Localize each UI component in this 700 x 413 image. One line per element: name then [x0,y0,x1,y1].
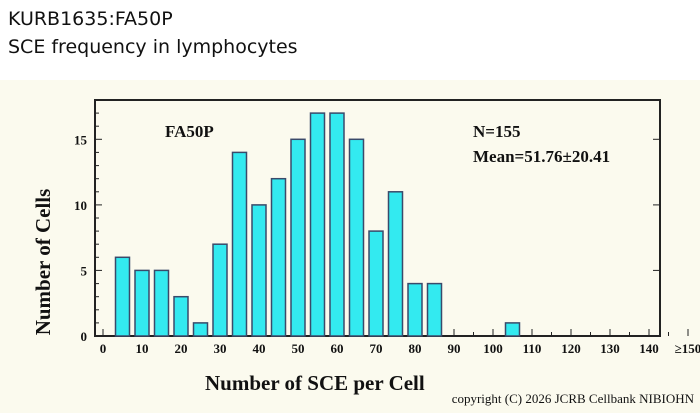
y-tick-label: 5 [81,263,88,278]
histogram-bar [309,112,326,337]
y-tick-label: 15 [74,132,88,147]
histogram-bars [114,112,521,337]
x-tick-label: 50 [292,341,305,356]
histogram-bar [173,295,189,337]
x-tick-label: 10 [136,341,149,356]
page-subtitle: SCE frequency in lymphocytes [8,36,298,58]
mean-label: Mean=51.76±20.41 [473,147,610,166]
x-tick-label: 120 [561,341,581,356]
histogram-bar [153,269,170,337]
histogram-bar [329,112,345,337]
y-tick-label: 10 [74,198,87,213]
x-tick-label: 40 [253,341,266,356]
sce-histogram-chart: 0 10 20 30 40 50 60 70 80 90 100 110 120 130 140 ≥150 0… [31,99,700,395]
y-tick-label: 0 [81,329,88,344]
n-count-label: N=155 [473,122,520,141]
x-tick-label: 130 [600,341,620,356]
x-axis-tick-labels: 0 10 20 30 40 50 60 70 80 90 100 110 120 130 140 ≥150 [100,341,700,356]
x-tick-label: 90 [448,341,461,356]
histogram-bar [426,282,443,337]
x-tick-label: 100 [483,341,503,356]
histogram-bar [407,282,423,337]
x-tick-label: ≥150 [675,341,700,356]
histogram-bar [231,151,248,337]
y-axis-ticks [95,112,660,337]
histogram-bar [251,204,267,337]
x-tick-label: 20 [175,341,188,356]
histogram-bar [290,138,306,337]
histogram-bar [114,256,131,337]
histogram-bar [504,322,521,337]
x-tick-label: 60 [331,341,344,356]
x-tick-label: 30 [214,341,227,356]
histogram-bar [212,243,228,337]
histogram-bar [348,138,365,337]
copyright-notice: copyright (C) 2026 JCRB Cellbank NIBIOHN [451,391,694,406]
histogram-bar [134,269,150,337]
x-tick-label: 80 [409,341,422,356]
x-tick-label: 70 [370,341,383,356]
histogram-bar [387,191,404,337]
sample-label: FA50P [165,122,214,141]
y-axis-tick-labels: 0 5 10 15 [74,132,88,344]
x-tick-label: 0 [100,341,107,356]
x-axis-title: Number of SCE per Cell [205,371,425,395]
x-tick-label: 110 [523,341,542,356]
x-tick-label: 140 [639,341,659,356]
page-title: KURB1635:FA50P [8,8,173,30]
histogram-bar [270,177,287,337]
histogram-bar [192,322,209,337]
histogram-bar [368,230,384,337]
y-axis-title: Number of Cells [31,189,55,336]
